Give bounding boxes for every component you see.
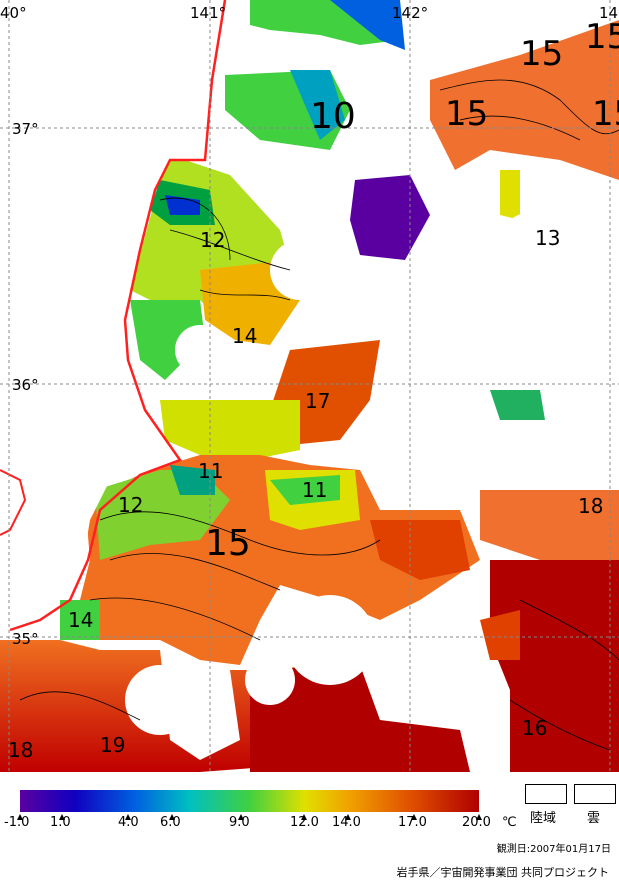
tick-label: 20.0	[462, 815, 491, 830]
contour-label: 15	[585, 17, 619, 57]
lat-label-37: 37°	[12, 120, 39, 138]
graticule	[0, 0, 619, 772]
contour-label: 18	[8, 738, 33, 762]
tick-label: 17.0	[398, 815, 427, 830]
colorbar-tick-mark	[238, 814, 244, 820]
tick-label: -1.0	[4, 815, 30, 830]
colorbar-tick-mark	[411, 814, 417, 820]
colorbar-tick-mark	[301, 814, 307, 820]
colorbar-tick-mark	[59, 814, 65, 820]
contour-label: 15	[205, 523, 251, 564]
contour-value-labels: 15 15 15 15 10 12 13 14 17 11 11 12 15 1…	[8, 17, 619, 762]
legend: 陸域 雲	[0, 772, 619, 881]
map-svg: 40° 141° 142° 14 37° 36° 35° 15 15 15 15…	[0, 0, 619, 772]
colorbar-tick-mark	[476, 814, 482, 820]
observation-date: 観測日:2007年01月17日	[496, 844, 611, 855]
contour-label: 17	[305, 389, 330, 413]
contour-lines	[19, 79, 619, 751]
sst-map: 40° 141° 142° 14 37° 36° 35° 15 15 15 15…	[0, 0, 619, 772]
unit-label: ℃	[502, 815, 517, 830]
contour-label: 13	[535, 226, 560, 250]
colorbar-ticks	[17, 814, 482, 820]
contour-label: 11	[302, 478, 327, 502]
lat-label-35: 35°	[12, 630, 39, 648]
lat-label-36: 36°	[12, 376, 39, 394]
colorbar	[17, 790, 482, 820]
colorbar-tick-mark	[17, 814, 23, 820]
contour-label: 14	[68, 608, 93, 632]
land	[0, 0, 227, 632]
credit-line: 岩手県／宇宙開発事業団 共同プロジェクト	[396, 866, 610, 879]
contour-label: 11	[198, 459, 223, 483]
cloud-masks	[125, 210, 619, 735]
colorbar-rect	[20, 790, 479, 812]
tick-label: 9.0	[229, 815, 250, 830]
tick-label: 6.0	[160, 815, 181, 830]
colorbar-tick-mark	[169, 814, 175, 820]
contour-label: 15	[592, 94, 619, 134]
coastline	[9, 0, 227, 632]
lon-label-141: 141°	[190, 4, 226, 22]
contour-label: 14	[232, 324, 257, 348]
coordinate-labels: 40° 141° 142° 14 37° 36° 35°	[0, 4, 618, 648]
tick-label: 1.0	[50, 815, 71, 830]
contour-label: 15	[520, 34, 563, 74]
contour-label: 10	[310, 96, 356, 137]
contour-label: 19	[100, 733, 125, 757]
cloud-legend-label: 雲	[587, 811, 601, 826]
contour-label: 16	[522, 716, 547, 740]
colorbar-tick-mark	[125, 814, 131, 820]
lon-label-140: 40°	[0, 4, 27, 22]
contour-label: 18	[578, 494, 603, 518]
contour-label: 12	[118, 493, 143, 517]
tick-label: 4.0	[118, 815, 139, 830]
lon-label-143: 14	[599, 4, 618, 22]
colorbar-tick-mark	[345, 814, 351, 820]
contour-label: 15	[445, 94, 488, 134]
contour-label: 12	[200, 228, 225, 252]
tick-label: 12.0	[290, 815, 319, 830]
tick-label: 14.0	[332, 815, 361, 830]
lon-label-142: 142°	[392, 4, 428, 22]
cloud-legend-box	[574, 784, 616, 804]
sst-patches	[0, 0, 619, 772]
land-legend-box	[525, 784, 567, 804]
land-legend-label: 陸域	[530, 811, 557, 826]
